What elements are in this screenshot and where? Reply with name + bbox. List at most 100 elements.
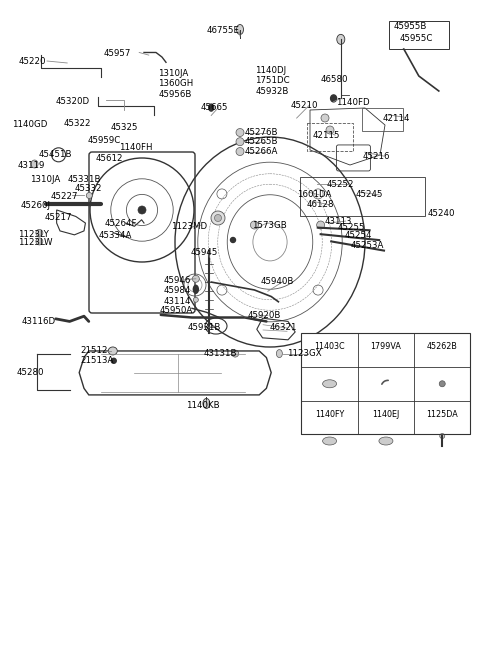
Text: 45331B: 45331B [67, 174, 101, 184]
Ellipse shape [36, 238, 43, 245]
Text: 45332: 45332 [74, 184, 102, 194]
Ellipse shape [323, 380, 336, 388]
Text: 45245: 45245 [355, 190, 383, 199]
Text: 45325: 45325 [110, 123, 138, 133]
Text: 45945: 45945 [190, 248, 217, 257]
Ellipse shape [192, 276, 199, 282]
Text: 45253A: 45253A [350, 241, 384, 250]
Ellipse shape [31, 160, 38, 168]
Text: 45216: 45216 [363, 152, 390, 161]
Text: 1360GH: 1360GH [158, 79, 193, 89]
Text: 1573GB: 1573GB [252, 220, 286, 230]
Text: 45266A: 45266A [245, 147, 278, 156]
Ellipse shape [232, 350, 239, 357]
Bar [307, 123, 353, 151]
Text: 43119: 43119 [18, 161, 45, 170]
Ellipse shape [138, 206, 146, 214]
Text: 43131B: 43131B [204, 349, 238, 358]
Ellipse shape [251, 221, 258, 229]
Ellipse shape [331, 95, 336, 102]
Text: 1123LW: 1123LW [18, 238, 53, 247]
Text: 1125DA: 1125DA [426, 409, 458, 419]
Text: 1310JA: 1310JA [158, 69, 189, 78]
Text: 1140KB: 1140KB [186, 401, 219, 410]
Text: 1140FH: 1140FH [119, 143, 153, 152]
Text: 45260J: 45260J [20, 201, 50, 211]
Text: 45940B: 45940B [261, 277, 294, 286]
Text: 46128: 46128 [306, 200, 334, 209]
Text: 45984: 45984 [163, 286, 191, 295]
Ellipse shape [36, 230, 43, 236]
Text: 1140GD: 1140GD [12, 120, 48, 129]
Text: 45210: 45210 [291, 101, 318, 110]
Text: 42115: 42115 [313, 131, 340, 140]
Text: 1123GX: 1123GX [287, 349, 321, 358]
Text: 45255: 45255 [338, 223, 365, 232]
Ellipse shape [108, 347, 117, 355]
Text: 45265B: 45265B [245, 137, 278, 146]
Ellipse shape [236, 148, 244, 155]
Ellipse shape [237, 24, 243, 35]
Text: 1601DA: 1601DA [297, 190, 331, 199]
Ellipse shape [321, 114, 329, 122]
Ellipse shape [236, 129, 244, 136]
Text: 43113: 43113 [324, 217, 352, 226]
Text: 45956B: 45956B [158, 90, 192, 99]
Text: 45950A: 45950A [160, 306, 193, 316]
Ellipse shape [211, 211, 225, 225]
Text: 45280: 45280 [17, 368, 44, 377]
Ellipse shape [193, 285, 198, 293]
Text: 1140DJ: 1140DJ [255, 66, 287, 75]
Text: 45920B: 45920B [247, 311, 281, 320]
Ellipse shape [326, 126, 334, 134]
Bar [389, 21, 449, 49]
Text: 45254: 45254 [345, 231, 372, 240]
Text: 45264F: 45264F [105, 219, 137, 228]
Ellipse shape [439, 380, 445, 387]
Ellipse shape [317, 221, 324, 229]
Ellipse shape [379, 437, 393, 445]
Ellipse shape [203, 398, 210, 409]
Text: 45252: 45252 [326, 180, 354, 189]
Ellipse shape [276, 350, 282, 358]
Ellipse shape [236, 138, 244, 146]
Text: 45959C: 45959C [88, 136, 121, 145]
Text: 46321: 46321 [270, 323, 297, 332]
Text: 45276B: 45276B [245, 128, 278, 137]
Ellipse shape [193, 297, 198, 302]
Text: 45955B: 45955B [394, 22, 427, 31]
Text: 45932B: 45932B [255, 87, 289, 96]
Ellipse shape [337, 34, 345, 45]
Text: 45240: 45240 [427, 209, 455, 218]
Text: 21512: 21512 [81, 346, 108, 356]
Text: 1123MD: 1123MD [171, 222, 207, 232]
Text: 45322: 45322 [63, 119, 91, 128]
Text: 1140FD: 1140FD [336, 98, 370, 107]
Ellipse shape [209, 104, 214, 111]
Ellipse shape [440, 434, 445, 438]
Ellipse shape [215, 215, 221, 222]
Text: 45227: 45227 [50, 192, 78, 201]
Text: 45451B: 45451B [38, 150, 72, 159]
Text: 42114: 42114 [383, 113, 410, 123]
Text: 45955C: 45955C [400, 33, 433, 43]
Text: 1140FY: 1140FY [315, 409, 344, 419]
Text: 45262B: 45262B [427, 342, 457, 351]
Text: 46580: 46580 [321, 75, 348, 84]
Ellipse shape [111, 358, 116, 363]
Ellipse shape [323, 437, 336, 445]
Text: 1123LY: 1123LY [18, 230, 49, 239]
Text: 43114: 43114 [163, 297, 191, 306]
Text: 45665: 45665 [201, 103, 228, 112]
Text: 45217: 45217 [45, 213, 72, 222]
Text: 45931B: 45931B [187, 323, 221, 333]
Text: 1751DC: 1751DC [255, 76, 290, 85]
Ellipse shape [86, 192, 92, 199]
Bar [362, 108, 403, 131]
Text: 1310JA: 1310JA [30, 174, 60, 184]
Text: 45612: 45612 [96, 154, 123, 163]
Text: 45220: 45220 [18, 57, 46, 66]
Text: 1799VA: 1799VA [371, 342, 401, 351]
Ellipse shape [230, 237, 236, 243]
Text: 43116D: 43116D [22, 317, 56, 326]
